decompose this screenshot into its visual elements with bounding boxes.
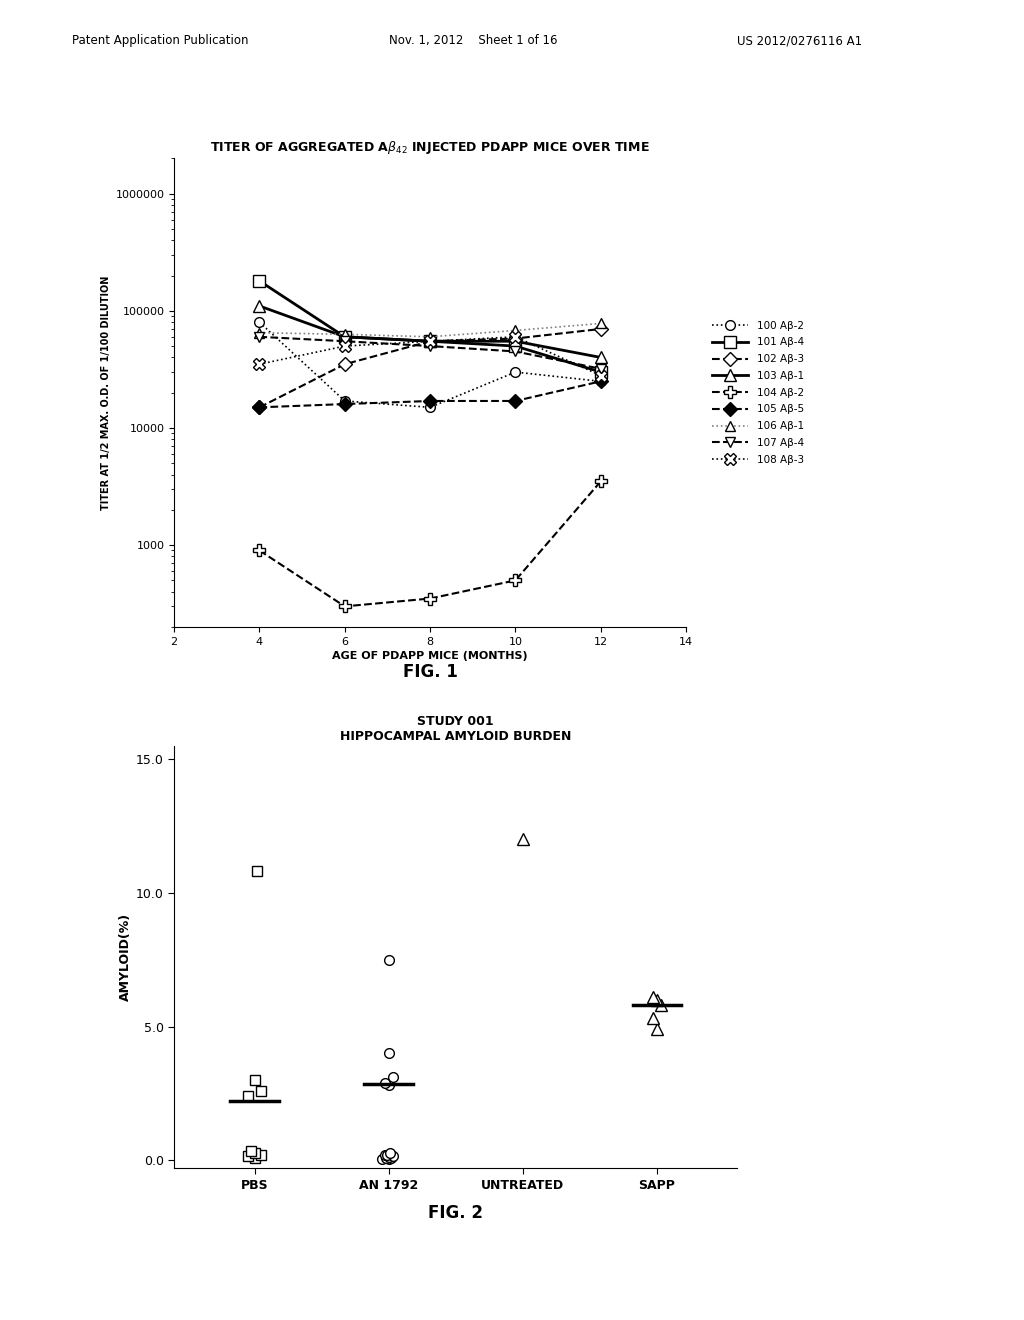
104 Aβ-2 <box>509 573 521 589</box>
106 Aβ-1 <box>253 325 265 341</box>
Text: US 2012/0276116 A1: US 2012/0276116 A1 <box>737 34 862 48</box>
104 Aβ-2 <box>339 598 351 614</box>
100 Aβ-2 <box>253 314 265 330</box>
105 Aβ-5 <box>509 393 521 409</box>
Line: 100 Aβ-2: 100 Aβ-2 <box>255 317 605 412</box>
102 Aβ-3 <box>339 356 351 372</box>
Line: 102 Aβ-3: 102 Aβ-3 <box>255 325 605 412</box>
Y-axis label: TITER AT 1/2 MAX. O.D. OF 1/100 DILUTION: TITER AT 1/2 MAX. O.D. OF 1/100 DILUTION <box>101 276 112 510</box>
105 Aβ-5 <box>595 374 607 389</box>
106 Aβ-1 <box>509 322 521 338</box>
Text: Nov. 1, 2012    Sheet 1 of 16: Nov. 1, 2012 Sheet 1 of 16 <box>389 34 558 48</box>
Line: 108 Aβ-3: 108 Aβ-3 <box>253 330 607 381</box>
101 Aβ-4 <box>424 334 436 350</box>
100 Aβ-2 <box>424 400 436 416</box>
103 Aβ-1 <box>424 334 436 350</box>
102 Aβ-3 <box>253 400 265 416</box>
108 Aβ-3 <box>424 334 436 350</box>
107 Aβ-4 <box>595 360 607 376</box>
105 Aβ-5 <box>339 396 351 412</box>
Text: FIG. 2: FIG. 2 <box>428 1204 483 1222</box>
106 Aβ-1 <box>339 326 351 342</box>
101 Aβ-4 <box>509 338 521 354</box>
106 Aβ-1 <box>595 315 607 331</box>
107 Aβ-4 <box>424 338 436 354</box>
Text: Patent Application Publication: Patent Application Publication <box>72 34 248 48</box>
102 Aβ-3 <box>509 330 521 346</box>
Legend: 100 Aβ-2, 101 Aβ-4, 102 Aβ-3, 103 Aβ-1, 104 Aβ-2, 105 Aβ-5, 106 Aβ-1, 107 Aβ-4, : 100 Aβ-2, 101 Aβ-4, 102 Aβ-3, 103 Aβ-1, … <box>712 321 804 465</box>
Text: FIG. 1: FIG. 1 <box>402 663 458 681</box>
104 Aβ-2 <box>424 590 436 606</box>
101 Aβ-4 <box>339 329 351 345</box>
102 Aβ-3 <box>595 321 607 337</box>
108 Aβ-3 <box>595 368 607 384</box>
103 Aβ-1 <box>509 334 521 350</box>
100 Aβ-2 <box>339 393 351 409</box>
Title: STUDY 001
HIPPOCAMPAL AMYLOID BURDEN: STUDY 001 HIPPOCAMPAL AMYLOID BURDEN <box>340 715 571 743</box>
103 Aβ-1 <box>253 298 265 314</box>
102 Aβ-3 <box>424 334 436 350</box>
X-axis label: AGE OF PDAPP MICE (MONTHS): AGE OF PDAPP MICE (MONTHS) <box>332 651 528 661</box>
Line: 101 Aβ-4: 101 Aβ-4 <box>254 276 606 378</box>
Y-axis label: AMYLOID(%): AMYLOID(%) <box>119 913 132 1001</box>
101 Aβ-4 <box>595 364 607 380</box>
108 Aβ-3 <box>509 329 521 345</box>
Title: TITER OF AGGREGATED A$\beta_{42}$ INJECTED PDAPP MICE OVER TIME: TITER OF AGGREGATED A$\beta_{42}$ INJECT… <box>210 140 650 157</box>
106 Aβ-1 <box>424 329 436 345</box>
Line: 104 Aβ-2: 104 Aβ-2 <box>253 475 607 612</box>
Line: 107 Aβ-4: 107 Aβ-4 <box>255 331 605 374</box>
107 Aβ-4 <box>339 334 351 350</box>
107 Aβ-4 <box>509 343 521 359</box>
104 Aβ-2 <box>253 543 265 558</box>
Line: 103 Aβ-1: 103 Aβ-1 <box>254 301 606 363</box>
105 Aβ-5 <box>424 393 436 409</box>
105 Aβ-5 <box>253 400 265 416</box>
101 Aβ-4 <box>253 273 265 289</box>
100 Aβ-2 <box>509 364 521 380</box>
Line: 106 Aβ-1: 106 Aβ-1 <box>255 318 605 342</box>
108 Aβ-3 <box>253 356 265 372</box>
103 Aβ-1 <box>339 329 351 345</box>
103 Aβ-1 <box>595 350 607 366</box>
107 Aβ-4 <box>253 329 265 345</box>
Line: 105 Aβ-5: 105 Aβ-5 <box>255 376 605 412</box>
108 Aβ-3 <box>339 338 351 354</box>
104 Aβ-2 <box>595 474 607 490</box>
100 Aβ-2 <box>595 374 607 389</box>
